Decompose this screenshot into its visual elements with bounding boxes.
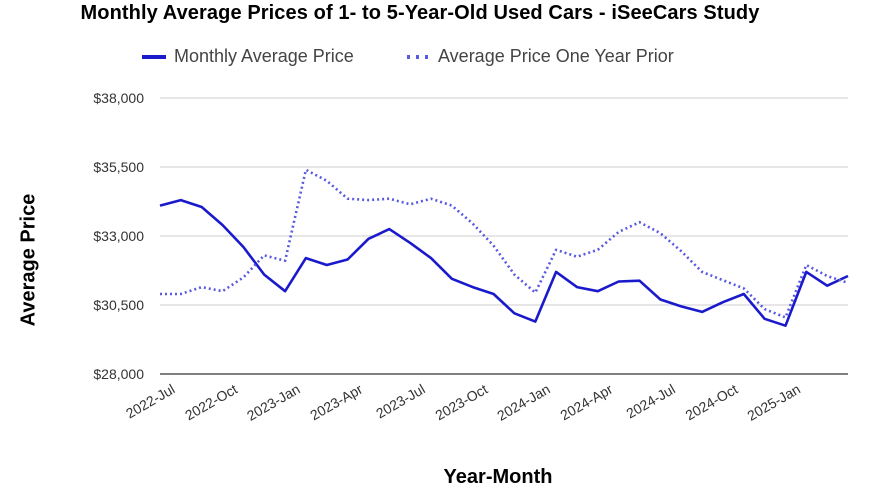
legend-swatch-dotted (406, 53, 430, 61)
x-tick-label: 2023-Oct (432, 381, 490, 424)
series-line-year-prior (160, 168, 849, 319)
x-tick-label: 2022-Jul (123, 381, 178, 422)
legend-swatch-solid (142, 53, 166, 61)
y-tick-labels: $28,000 $30,500 $33,000 $35,500 $38,000 (93, 90, 144, 382)
gridlines (160, 97, 848, 375)
legend-label-year-prior: Average Price One Year Prior (438, 46, 674, 66)
legend-label-monthly-average: Monthly Average Price (174, 46, 354, 66)
x-tick-labels: 2022-Jul 2022-Oct 2023-Jan 2023-Apr 2023-Jul… (123, 381, 803, 424)
legend: Monthly Average Price Average Price One … (0, 46, 880, 70)
series-line-monthly-average (159, 198, 849, 328)
x-tick-label: 2023-Jul (373, 381, 428, 422)
x-tick-label: 2022-Oct (182, 381, 240, 424)
x-tick-label: 2023-Apr (307, 381, 365, 424)
x-tick-label: 2024-Oct (683, 381, 741, 424)
x-axis-title: Year-Month (443, 466, 553, 488)
x-tick-label: 2024-Jan (494, 381, 553, 424)
chart-title: Monthly Average Prices of 1- to 5-Year-O… (80, 2, 760, 24)
x-tick-label: 2025-Jan (744, 381, 803, 424)
legend-item-monthly-average: Monthly Average Price (142, 46, 354, 67)
legend-item-year-prior: Average Price One Year Prior (406, 46, 674, 67)
x-tick-label: 2023-Jan (244, 381, 303, 424)
y-tick-label: $38,000 (93, 90, 144, 106)
y-tick-label: $28,000 (93, 366, 144, 382)
y-tick-label: $35,500 (93, 159, 144, 175)
y-tick-label: $30,500 (93, 297, 144, 313)
y-tick-label: $33,000 (93, 228, 144, 244)
series-lines (159, 168, 849, 328)
x-tick-label: 2024-Apr (557, 381, 615, 424)
x-tick-label: 2024-Jul (623, 381, 678, 422)
